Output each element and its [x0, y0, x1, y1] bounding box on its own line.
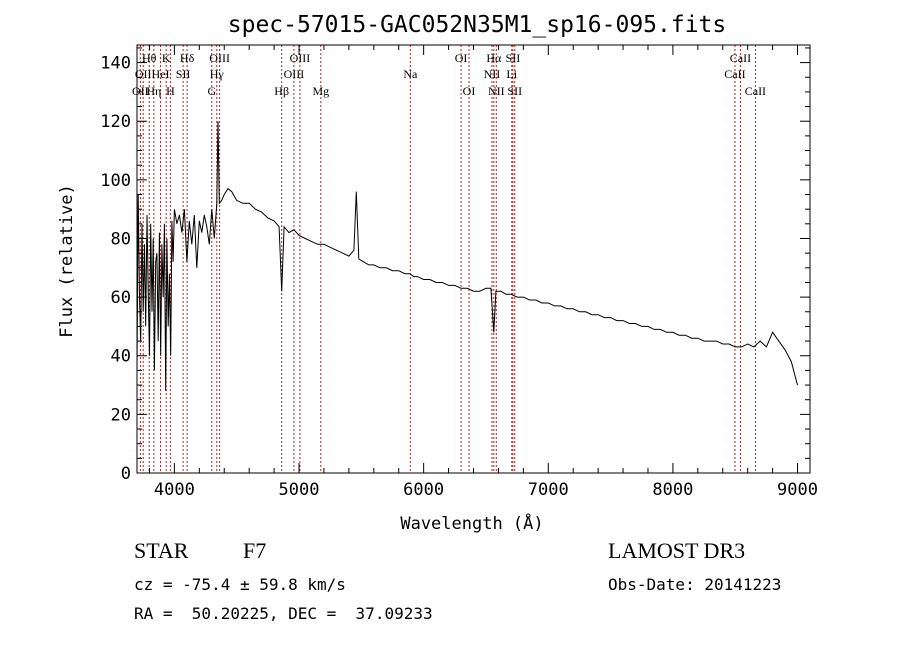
x-tick-label: 7000: [528, 480, 569, 500]
x-axis: 4000 5000 6000 7000 8000 9000: [148, 45, 818, 500]
y-tick-label: 60: [111, 288, 131, 308]
y-tick-label: 80: [111, 229, 131, 249]
line-label: CaII: [730, 51, 751, 65]
line-label: Hα: [486, 51, 502, 65]
line-label: Na: [403, 67, 418, 81]
redshift-value: cz = -75.4 ± 59.8 km/s: [134, 575, 346, 594]
line-label: K: [162, 51, 171, 65]
y-tick-label: 100: [100, 171, 131, 191]
plot-frame: [136, 44, 811, 474]
line-label: OII: [132, 84, 149, 98]
line-label: Hβ: [274, 84, 289, 98]
line-label: Hδ: [180, 51, 195, 65]
line-label: HeI: [152, 67, 170, 81]
line-label: G: [207, 84, 216, 98]
line-label: OIII: [290, 51, 311, 65]
x-tick-label: 9000: [777, 480, 818, 500]
line-label: Hθ: [142, 51, 157, 65]
y-tick-label: 120: [100, 112, 131, 132]
line-label: Hη: [146, 84, 161, 98]
spectral-line-markers: [139, 45, 756, 473]
line-label: Li: [506, 67, 517, 81]
line-label: Mg: [312, 84, 329, 98]
line-label: SII: [506, 51, 521, 65]
line-label: OIII: [284, 67, 305, 81]
object-subclass: F7: [243, 538, 267, 563]
spectrum-series: [136, 121, 798, 391]
x-tick-label: 6000: [403, 480, 444, 500]
line-label: CaII: [724, 67, 745, 81]
x-tick-label: 4000: [154, 480, 195, 500]
line-label: H: [166, 84, 175, 98]
y-axis: 0 20 40 60 80 100 120 140: [100, 47, 810, 484]
y-axis-label: Flux (relative): [57, 184, 77, 338]
line-label: SII: [507, 84, 522, 98]
y-tick-label: 40: [111, 347, 131, 367]
x-axis-label: Wavelength (Å): [400, 512, 543, 534]
spectrum-line: [136, 121, 798, 391]
y-tick-label: 0: [121, 464, 131, 484]
object-class: STAR: [134, 538, 189, 563]
line-label: OI: [463, 84, 476, 98]
line-label: NII: [484, 67, 501, 81]
sky-coordinates: RA = 50.20225, DEC = 37.09233: [134, 604, 433, 623]
observation-date: Obs-Date: 20141223: [608, 575, 782, 594]
line-label: OI: [455, 51, 468, 65]
line-label: OIII: [209, 51, 230, 65]
spectral-line-labels: OIIOIIHθHηHeIKHSIIHδGHγOIIIHβOIIIOIIIMgN…: [132, 51, 766, 98]
y-tick-label: 20: [111, 405, 131, 425]
y-tick-label: 140: [100, 54, 131, 74]
survey-name: LAMOST DR3: [608, 538, 746, 563]
line-label: SII: [176, 67, 191, 81]
x-tick-label: 5000: [279, 480, 320, 500]
x-tick-label: 8000: [652, 480, 693, 500]
chart-title: spec-57015-GAC052N35M1_sp16-095.fits: [228, 12, 727, 38]
line-label: CaII: [745, 84, 766, 98]
line-label: Hγ: [210, 67, 225, 81]
line-label: NII: [488, 84, 505, 98]
